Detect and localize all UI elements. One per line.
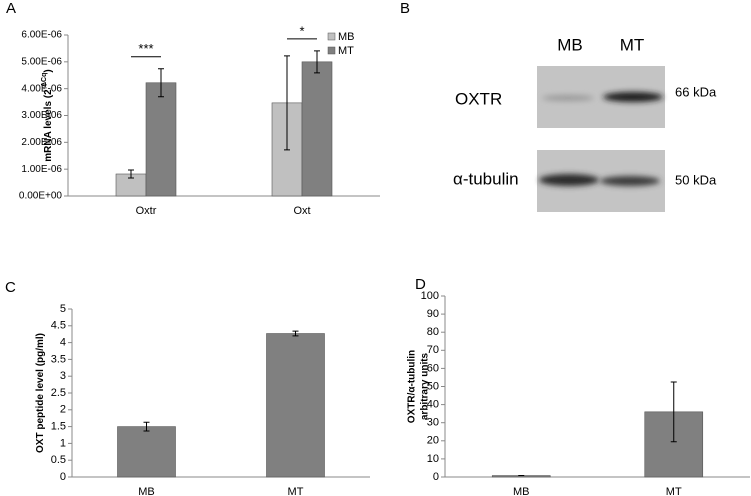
error-bar bbox=[292, 330, 299, 337]
bar bbox=[301, 61, 333, 197]
size-label: 50 kDa bbox=[675, 172, 717, 187]
y-tick-label: 90 bbox=[427, 308, 439, 320]
y-tick-label: 0 bbox=[433, 471, 439, 483]
legend-label: MB bbox=[338, 31, 355, 43]
error-bar bbox=[128, 169, 134, 179]
y-tick-label: 0.5 bbox=[51, 454, 66, 466]
row-label: α-tubulin bbox=[453, 169, 519, 188]
y-tick-label: 4 bbox=[60, 337, 66, 349]
y-axis-label: arbitrary units bbox=[420, 352, 431, 420]
y-axis-label: mRNA levels (2 bbox=[43, 89, 54, 162]
y-tick-label: 100 bbox=[421, 290, 439, 302]
bar bbox=[266, 333, 325, 478]
x-tick-label: Oxtr bbox=[136, 205, 157, 217]
y-tick-label: 50 bbox=[427, 380, 439, 392]
panel-label: A bbox=[6, 0, 16, 17]
y-tick-label: 60 bbox=[427, 362, 439, 374]
legend-swatch bbox=[327, 46, 336, 55]
y-axis-label: OXTR/α-tubulin bbox=[407, 350, 418, 423]
error-bar bbox=[314, 50, 320, 74]
y-tick-label: 4.00E-06 bbox=[21, 83, 62, 94]
x-tick-label: MB bbox=[138, 486, 155, 496]
y-tick-label: 1 bbox=[60, 437, 66, 449]
y-tick-label: 3.00E-06 bbox=[21, 110, 62, 121]
error-bar bbox=[158, 68, 164, 98]
y-tick-label: 1.5 bbox=[51, 421, 66, 433]
y-axis-label: ) bbox=[43, 69, 54, 72]
bar bbox=[117, 426, 176, 478]
y-tick-label: 2.5 bbox=[51, 387, 66, 399]
lane-label: MB bbox=[557, 35, 583, 54]
y-tick-label: 80 bbox=[427, 326, 439, 338]
row-label: OXTR bbox=[455, 89, 502, 108]
annotation: *** bbox=[138, 41, 153, 56]
annotation: * bbox=[299, 23, 304, 38]
y-tick-label: 30 bbox=[427, 417, 439, 429]
blot-band bbox=[539, 174, 599, 186]
x-tick-label: MT bbox=[288, 486, 304, 496]
x-tick-label: Oxt bbox=[293, 205, 310, 217]
y-tick-label: 20 bbox=[427, 435, 439, 447]
y-axis-label-sup: -ΔCq bbox=[41, 73, 48, 90]
legend-label: MT bbox=[338, 45, 354, 57]
panel-label: B bbox=[400, 0, 410, 17]
error-bar bbox=[284, 55, 290, 151]
x-tick-label: MB bbox=[513, 486, 530, 496]
blot-band bbox=[542, 95, 594, 101]
y-axis-label: OXT peptide level (pg/ml) bbox=[35, 333, 46, 453]
y-axis-label: OXT peptide level (pg/ml) bbox=[35, 333, 46, 453]
legend-swatch bbox=[327, 32, 336, 41]
y-axis-label: mRNA levels (2-ΔCq) bbox=[41, 69, 54, 161]
y-tick-label: 6.00E-06 bbox=[21, 30, 62, 41]
y-tick-label: 1.00E-06 bbox=[21, 164, 62, 175]
size-label: 66 kDa bbox=[675, 84, 717, 99]
y-tick-label: 0.00E+00 bbox=[19, 191, 63, 202]
y-tick-label: 5 bbox=[60, 303, 66, 315]
lane-label: MT bbox=[620, 35, 645, 54]
y-tick-label: 3 bbox=[60, 370, 66, 382]
y-tick-label: 3.5 bbox=[51, 353, 66, 365]
bar bbox=[145, 82, 177, 197]
x-tick-label: MT bbox=[666, 486, 682, 496]
panel-label: C bbox=[5, 279, 16, 296]
blot-band bbox=[600, 176, 660, 186]
y-tick-label: 70 bbox=[427, 344, 439, 356]
y-tick-label: 2 bbox=[60, 404, 66, 416]
panel-label: D bbox=[415, 276, 426, 293]
y-tick-label: 10 bbox=[427, 453, 439, 465]
y-tick-label: 0 bbox=[60, 471, 66, 483]
y-tick-label: 4.5 bbox=[51, 320, 66, 332]
y-tick-label: 40 bbox=[427, 399, 439, 411]
error-bar bbox=[143, 421, 150, 432]
error-bar bbox=[670, 381, 677, 443]
y-tick-label: 5.00E-06 bbox=[21, 56, 62, 67]
blot-band bbox=[603, 92, 663, 102]
y-tick-label: 2.00E-06 bbox=[21, 137, 62, 148]
